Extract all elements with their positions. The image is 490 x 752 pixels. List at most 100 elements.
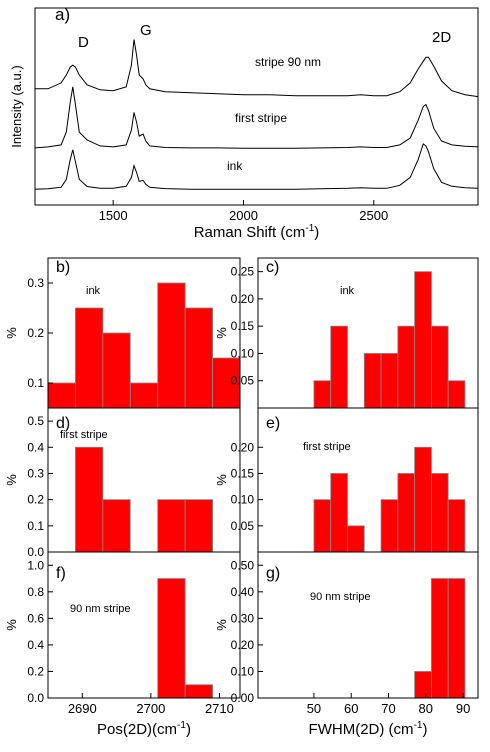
x-tick-label: 50 [307, 701, 321, 716]
y-tick-label: 0.10 [231, 493, 255, 507]
bar [184, 684, 213, 699]
x-axis-label-part: Pos(2D)(cm [97, 721, 177, 738]
x-axis-label: Pos(2D)(cm-1) [97, 720, 191, 738]
spectrum-line [35, 39, 479, 98]
spectrum-line [34, 86, 479, 149]
y-tick-label: 0.1 [27, 376, 44, 390]
y-axis-label: % [4, 474, 19, 486]
y-tick-label: 0.10 [231, 664, 255, 678]
bar [75, 307, 104, 409]
y-tick-label: 0.00 [231, 691, 255, 705]
annotation: D [78, 34, 89, 51]
series-label: first stripe [235, 111, 287, 125]
x-tick-label: 90 [456, 701, 470, 716]
x-axis-label: Raman Shift (cm-1) [194, 223, 320, 241]
annotation: f) [56, 565, 66, 582]
bar [414, 271, 432, 409]
x-tick-label: 70 [381, 701, 395, 716]
panel: 0.00 0.10 0.20 0.30 0.40 0.50 50 60 70 80 90 g) 90 n… [214, 551, 479, 738]
bar [447, 380, 466, 409]
annotation: first stripe [303, 441, 351, 453]
x-axis-label-part: -1 [414, 720, 423, 731]
y-tick-label: 0.1 [27, 519, 44, 533]
panel: 0.0 0.1 0.2 0.3 0.4 0.5 d)first stripe% [4, 407, 241, 559]
y-tick-label: 0.15 [231, 466, 255, 480]
y-tick-label: 0.20 [231, 638, 255, 652]
panel: 0.05 0.10 0.15 0.20 0.25 c) ink% [214, 257, 479, 409]
y-axis-label: % [4, 327, 19, 339]
x-axis-label-part: ) [422, 721, 427, 738]
y-axis-label: % [214, 619, 229, 631]
bar [363, 353, 382, 409]
x-tick-label: 60 [344, 701, 358, 716]
annotation: G [140, 22, 152, 39]
y-tick-label: 0.10 [231, 346, 255, 360]
y-axis-label: % [214, 327, 229, 339]
annotation: d) [56, 415, 70, 432]
x-axis-label-part: -1 [305, 223, 314, 234]
bar [184, 307, 213, 409]
x-tick-label: 80 [419, 701, 433, 716]
annotation: e) [266, 415, 280, 432]
panel: stripe 90 nm first stripe ink 1500 2000 2500 a… [9, 5, 479, 241]
bar [157, 499, 186, 553]
y-tick-label: 0.50 [231, 558, 255, 572]
x-axis-label-part: -1 [177, 720, 186, 731]
annotation: 2D [432, 29, 451, 46]
bar [313, 380, 332, 409]
x-tick-label: 2000 [229, 208, 258, 223]
y-axis-label: Intensity (a.u.) [9, 65, 24, 147]
series-label: stripe 90 nm [255, 55, 321, 69]
y-tick-label: 0.20 [231, 440, 255, 454]
x-tick-label: 1500 [99, 208, 128, 223]
panel: 0.1 0.2 0.3 b) ink% [4, 257, 241, 409]
bar [447, 499, 466, 553]
y-axis-label: % [4, 619, 19, 631]
y-tick-label: 0.5 [27, 414, 44, 428]
y-tick-label: 0.8 [27, 585, 44, 599]
y-tick-label: 0.3 [27, 276, 44, 290]
plot-frame [34, 7, 479, 206]
y-tick-label: 0.0 [27, 691, 44, 705]
bar [414, 671, 432, 699]
annotation: 90 nm stripe [70, 603, 131, 615]
y-axis-label: % [214, 474, 229, 486]
panel: 0.0 0.2 0.4 0.6 0.8 1.0 2690 2700 2710 f) 90 nm st… [4, 551, 241, 738]
y-tick-label: 0.2 [27, 664, 44, 678]
y-tick-label: 0.2 [27, 326, 44, 340]
x-tick-label: 2690 [68, 701, 97, 716]
y-tick-label: 0.05 [231, 519, 255, 533]
series-label: ink [227, 159, 243, 173]
bar [102, 499, 131, 553]
x-tick-label: 2700 [136, 701, 165, 716]
bar [447, 578, 466, 699]
bar [75, 446, 104, 553]
bar [397, 473, 416, 553]
bar [330, 473, 348, 553]
bar [347, 525, 365, 553]
y-tick-label: 0.4 [27, 440, 44, 454]
annotation: ink [86, 285, 101, 297]
y-tick-label: 0.30 [231, 611, 255, 625]
bar [430, 578, 449, 699]
x-axis-label: FWHM(2D) (cm-1) [309, 720, 428, 738]
annotation: a) [55, 5, 70, 24]
y-tick-label: 0.15 [231, 319, 255, 333]
plot-frame [257, 551, 479, 699]
bar [380, 353, 399, 409]
panel: 0.05 0.10 0.15 0.20 e) first stripe% [214, 407, 479, 553]
x-axis-label-part: ) [186, 721, 191, 738]
y-tick-label: 0.4 [27, 638, 44, 652]
bar [330, 325, 348, 409]
bar [184, 499, 213, 553]
bar [129, 382, 159, 409]
bar [47, 382, 76, 409]
spectrum-line [34, 143, 479, 190]
y-tick-label: 0.25 [231, 265, 255, 279]
y-tick-label: 0.2 [27, 493, 44, 507]
annotation: first stripe [60, 429, 108, 441]
bar [380, 499, 399, 553]
annotation: ink [340, 285, 355, 297]
